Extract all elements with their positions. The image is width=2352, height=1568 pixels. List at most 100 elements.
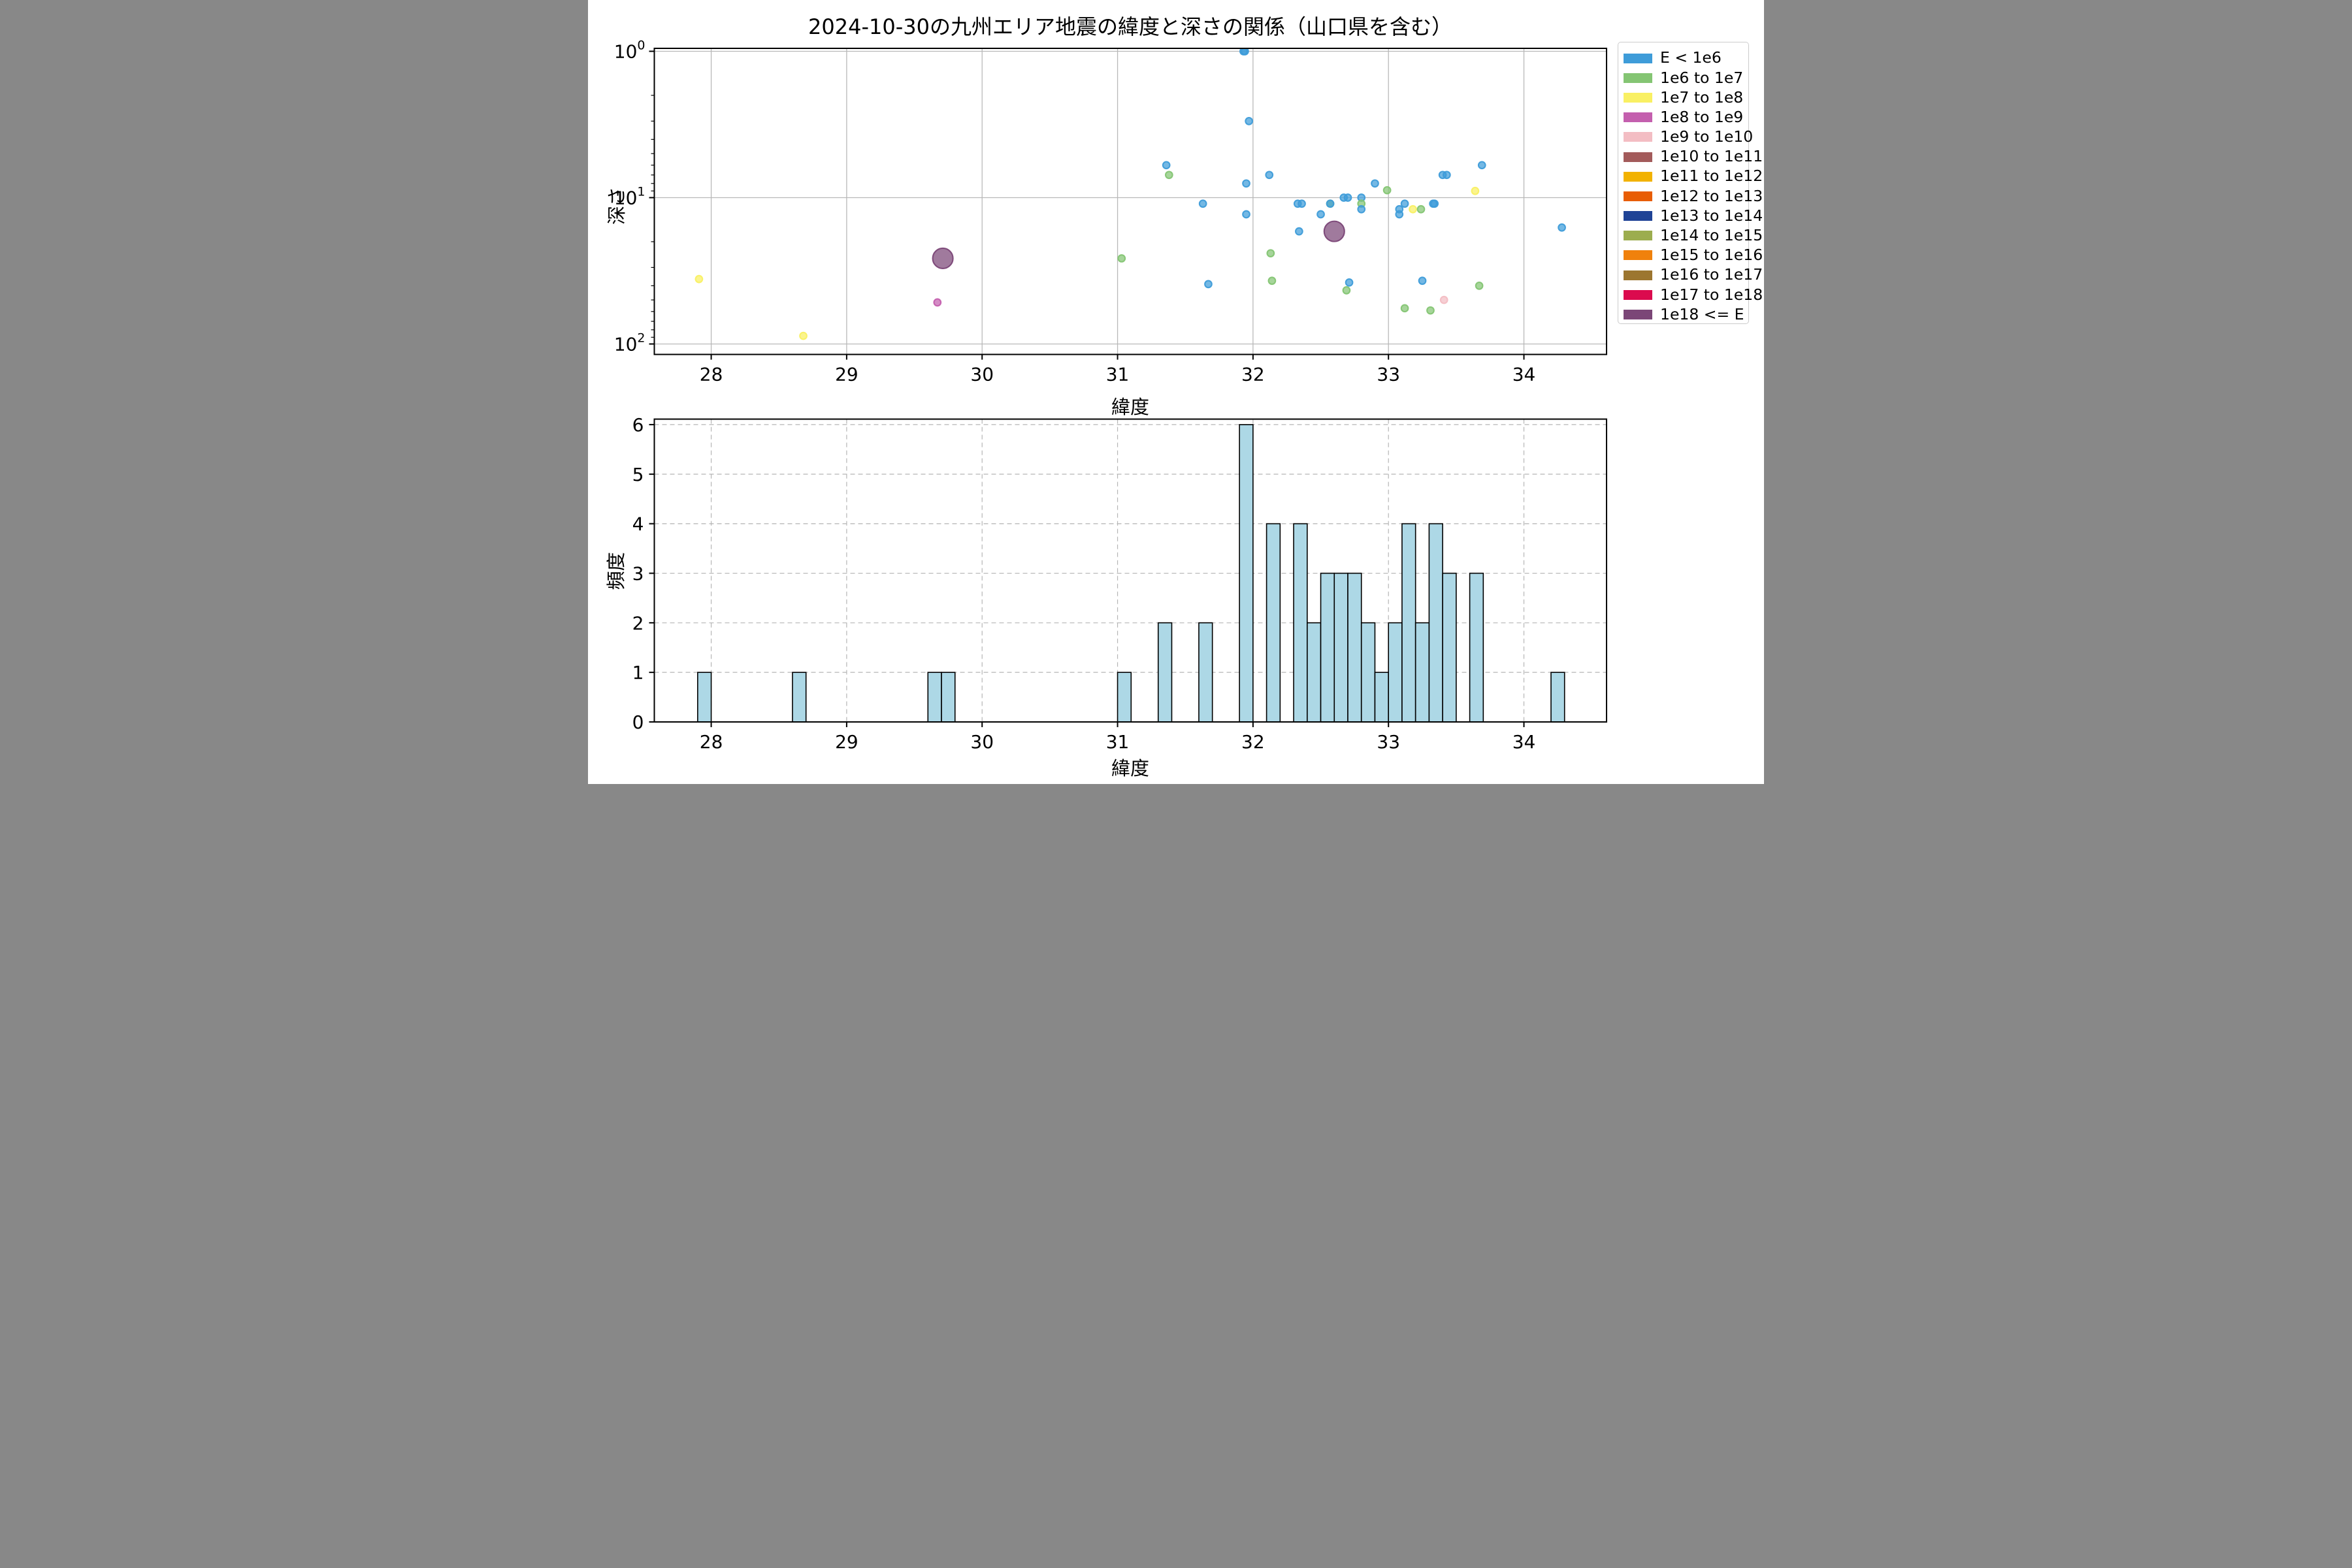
scatter-point <box>1204 280 1213 289</box>
histogram-bar <box>1347 572 1362 723</box>
histogram-bar <box>1360 622 1376 723</box>
legend-swatch <box>1624 112 1652 123</box>
scatter-xtick-label: 33 <box>1377 364 1400 385</box>
histogram-bar <box>1401 523 1416 723</box>
scatter-xtick-label: 29 <box>835 364 858 385</box>
legend-item: 1e16 to 1e17 <box>1624 265 1763 285</box>
legend-item: 1e18 <= E <box>1624 304 1748 324</box>
scatter-ytick-label: 102 <box>614 331 645 355</box>
legend: E < 1e6 1e6 to 1e7 1e7 to 1e8 1e8 to 1e9 1e9… <box>1618 42 1763 324</box>
histogram-ytick-label: 3 <box>632 563 644 584</box>
legend-label: 1e10 to 1e11 <box>1660 147 1763 166</box>
chart-title: 2024-10-30の九州エリア地震の緯度と深さの関係（山口県を含む） <box>808 14 1452 39</box>
scatter-ytick-label: 101 <box>614 185 645 209</box>
histogram-bar <box>1239 424 1254 723</box>
scatter-xtick-label: 30 <box>970 364 994 385</box>
histogram-ytick-label: 2 <box>632 612 644 634</box>
scatter-point <box>1409 204 1417 214</box>
histogram-bar <box>1550 672 1565 723</box>
histogram-xtick-label: 28 <box>700 731 723 753</box>
legend-swatch <box>1624 250 1652 261</box>
legend-label: 1e6 to 1e7 <box>1660 68 1744 87</box>
legend-item: 1e11 to 1e12 <box>1624 167 1763 186</box>
legend-item: 1e12 to 1e13 <box>1624 186 1763 206</box>
legend-swatch <box>1624 171 1652 182</box>
scatter-point <box>1430 199 1439 208</box>
histogram-bar <box>1374 672 1390 723</box>
scatter-ylabel: 深さ <box>606 187 628 225</box>
histogram-bar <box>1320 572 1335 723</box>
scatter-point <box>1295 227 1303 236</box>
histogram-bar <box>1442 572 1457 723</box>
legend-item: 1e6 to 1e7 <box>1624 68 1748 88</box>
scatter-point <box>1242 179 1250 188</box>
scatter-spines <box>653 48 1607 355</box>
legend-swatch <box>1624 270 1652 280</box>
scatter-point <box>1323 220 1345 242</box>
scatter-point <box>1198 199 1207 208</box>
histogram-xtick-label: 34 <box>1512 731 1536 753</box>
histogram-ytick-label: 4 <box>632 514 644 535</box>
scatter-point <box>1382 186 1392 195</box>
scatter-point <box>1418 276 1427 286</box>
figure: 28 29 30 31 32 33 34 100 101 102 28 29 30 31 32 33 34 0 1 2… <box>588 0 1764 784</box>
legend-item: 1e15 to 1e16 <box>1624 246 1763 265</box>
histogram-bar <box>1428 523 1443 723</box>
scatter-point <box>1342 286 1351 295</box>
histogram-ytick-label: 1 <box>632 662 644 683</box>
scatter-ytick-label: 100 <box>614 39 645 63</box>
legend-swatch <box>1624 132 1652 142</box>
legend-item: 1e14 to 1e15 <box>1624 226 1763 246</box>
legend-label: 1e8 to 1e9 <box>1660 107 1744 126</box>
histogram-xtick-label: 31 <box>1106 731 1130 753</box>
histogram-xtick-label: 32 <box>1241 731 1265 753</box>
scatter-point <box>1241 48 1249 56</box>
legend-item: 1e17 to 1e18 <box>1624 285 1763 304</box>
histogram-bar <box>1414 622 1430 723</box>
histogram-spines <box>653 418 1607 723</box>
scatter-point <box>1345 278 1354 287</box>
legend-label: 1e7 to 1e8 <box>1660 88 1744 106</box>
scatter-point <box>1265 171 1274 180</box>
scatter-xtick-label: 34 <box>1512 364 1536 385</box>
histogram-xtick-label: 30 <box>970 731 994 753</box>
legend-swatch <box>1624 211 1652 221</box>
legend-swatch <box>1624 231 1652 241</box>
histogram-bar <box>1293 523 1308 723</box>
legend-item: 1e7 to 1e8 <box>1624 88 1748 107</box>
histogram-xtick-label: 29 <box>835 731 858 753</box>
scatter-point <box>1477 161 1486 170</box>
legend-label: 1e11 to 1e12 <box>1660 167 1763 186</box>
legend-label: E < 1e6 <box>1660 48 1722 67</box>
scatter-point <box>1298 199 1306 208</box>
histogram-ytick-label: 6 <box>632 414 644 436</box>
legend-label: 1e15 to 1e16 <box>1660 246 1763 265</box>
legend-swatch <box>1624 289 1652 300</box>
histogram-bar <box>1469 572 1484 723</box>
histogram-bar <box>1266 523 1281 723</box>
scatter-xtick-label: 31 <box>1106 364 1130 385</box>
scatter-xtick-label: 28 <box>700 364 723 385</box>
legend-label: 1e12 to 1e13 <box>1660 186 1763 205</box>
scatter-point <box>1242 210 1250 219</box>
scatter-point <box>932 247 954 270</box>
scatter-xlabel: 緯度 <box>1111 396 1149 418</box>
scatter-point <box>1357 204 1366 214</box>
scatter-xtick-label: 32 <box>1241 364 1265 385</box>
legend-label: 1e13 to 1e14 <box>1660 206 1763 225</box>
legend-swatch <box>1624 310 1652 320</box>
histogram-bar <box>1333 572 1348 723</box>
histogram-bar <box>1307 622 1322 723</box>
histogram-bar <box>1157 622 1173 723</box>
histogram-ytick-label: 0 <box>632 711 644 733</box>
scatter-point <box>799 331 808 340</box>
scatter-point <box>1267 276 1277 286</box>
legend-label: 1e17 to 1e18 <box>1660 285 1763 304</box>
legend-item: E < 1e6 <box>1624 48 1748 68</box>
scatter-point <box>1475 282 1484 290</box>
scatter-point <box>1400 199 1409 208</box>
scatter-point <box>1416 204 1426 214</box>
scatter-point <box>1426 306 1435 315</box>
